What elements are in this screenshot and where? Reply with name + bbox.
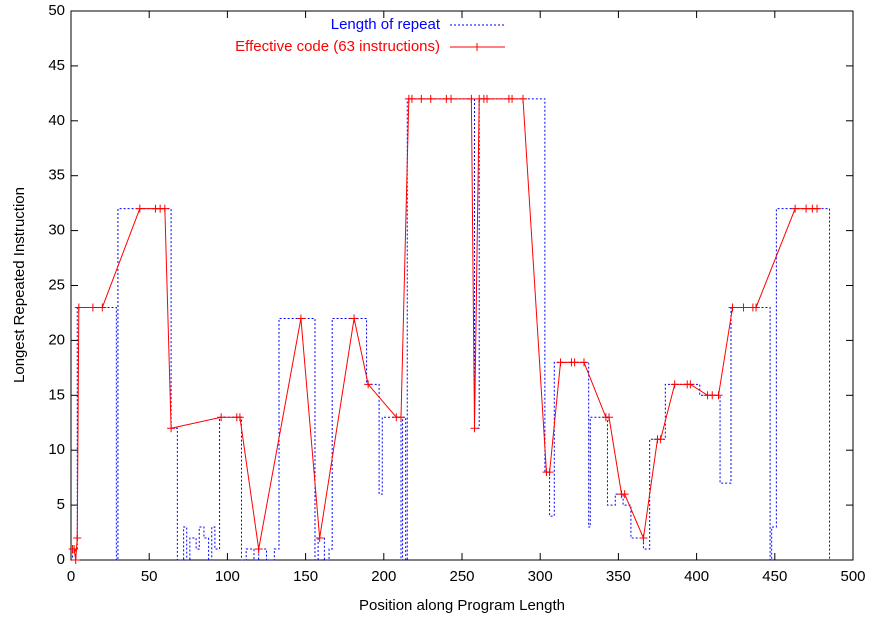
point-marker: [71, 556, 80, 564]
y-tick-label: 5: [57, 496, 65, 513]
point-marker: [570, 358, 579, 367]
point-marker: [545, 468, 554, 477]
point-marker: [397, 413, 406, 422]
x-tick-label: 200: [371, 568, 396, 585]
point-marker: [74, 303, 83, 312]
y-tick-label: 40: [48, 112, 65, 129]
y-tick-label: 20: [48, 331, 65, 348]
x-tick-label: 400: [684, 568, 709, 585]
point-marker: [88, 303, 97, 312]
point-marker: [670, 380, 679, 389]
x-tick-label: 450: [762, 568, 787, 585]
point-marker: [579, 358, 588, 367]
point-marker: [752, 303, 761, 312]
point-marker: [791, 204, 800, 213]
y-tick-label: 50: [48, 2, 65, 19]
point-marker: [235, 413, 244, 422]
point-marker: [620, 490, 629, 499]
point-marker: [656, 435, 665, 444]
point-marker: [728, 303, 737, 312]
x-axis-label: Position along Program Length: [359, 597, 565, 614]
x-tick-label: 50: [141, 568, 158, 585]
y-tick-label: 30: [48, 222, 65, 239]
point-marker: [70, 545, 79, 554]
point-marker: [518, 94, 527, 103]
point-marker: [470, 424, 479, 433]
x-tick-label: 350: [606, 568, 631, 585]
point-marker: [467, 94, 476, 103]
point-marker: [167, 424, 176, 433]
point-marker: [686, 380, 695, 389]
point-marker: [605, 413, 614, 422]
plot-frame: [70, 10, 854, 561]
point-marker: [296, 314, 305, 323]
point-marker: [73, 534, 82, 543]
x-tick-label: 300: [528, 568, 553, 585]
point-marker: [714, 391, 723, 400]
point-marker: [98, 303, 107, 312]
series-line: [72, 98, 818, 561]
legend-label: Effective code (63 instructions): [235, 38, 440, 55]
point-marker: [315, 534, 324, 543]
y-tick-label: 25: [48, 276, 65, 293]
point-marker: [364, 380, 373, 389]
point-marker: [160, 204, 169, 213]
y-tick-label: 10: [48, 441, 65, 458]
series-line: [71, 98, 831, 561]
point-marker: [417, 94, 426, 103]
y-tick-label: 35: [48, 167, 65, 184]
point-marker: [350, 314, 359, 323]
point-marker: [426, 94, 435, 103]
point-marker: [739, 303, 748, 312]
point-marker: [556, 358, 565, 367]
point-marker: [508, 94, 517, 103]
point-marker: [447, 94, 456, 103]
point-marker: [407, 94, 416, 103]
x-tick-label: 0: [67, 568, 75, 585]
y-tick-label: 15: [48, 386, 65, 403]
x-tick-label: 250: [449, 568, 474, 585]
y-axis-label: Longest Repeated Instruction: [11, 187, 28, 383]
legend-marker: [473, 43, 481, 51]
point-marker: [813, 204, 822, 213]
point-marker: [217, 413, 226, 422]
y-tick-label: 0: [57, 551, 65, 568]
y-tick-label: 45: [48, 57, 65, 74]
point-marker: [483, 94, 492, 103]
x-tick-label: 150: [293, 568, 318, 585]
x-tick-label: 100: [215, 568, 240, 585]
point-marker: [135, 204, 144, 213]
point-marker: [639, 534, 648, 543]
legend-label: Length of repeat: [331, 16, 441, 33]
point-marker: [254, 545, 263, 554]
x-tick-label: 500: [840, 568, 865, 585]
